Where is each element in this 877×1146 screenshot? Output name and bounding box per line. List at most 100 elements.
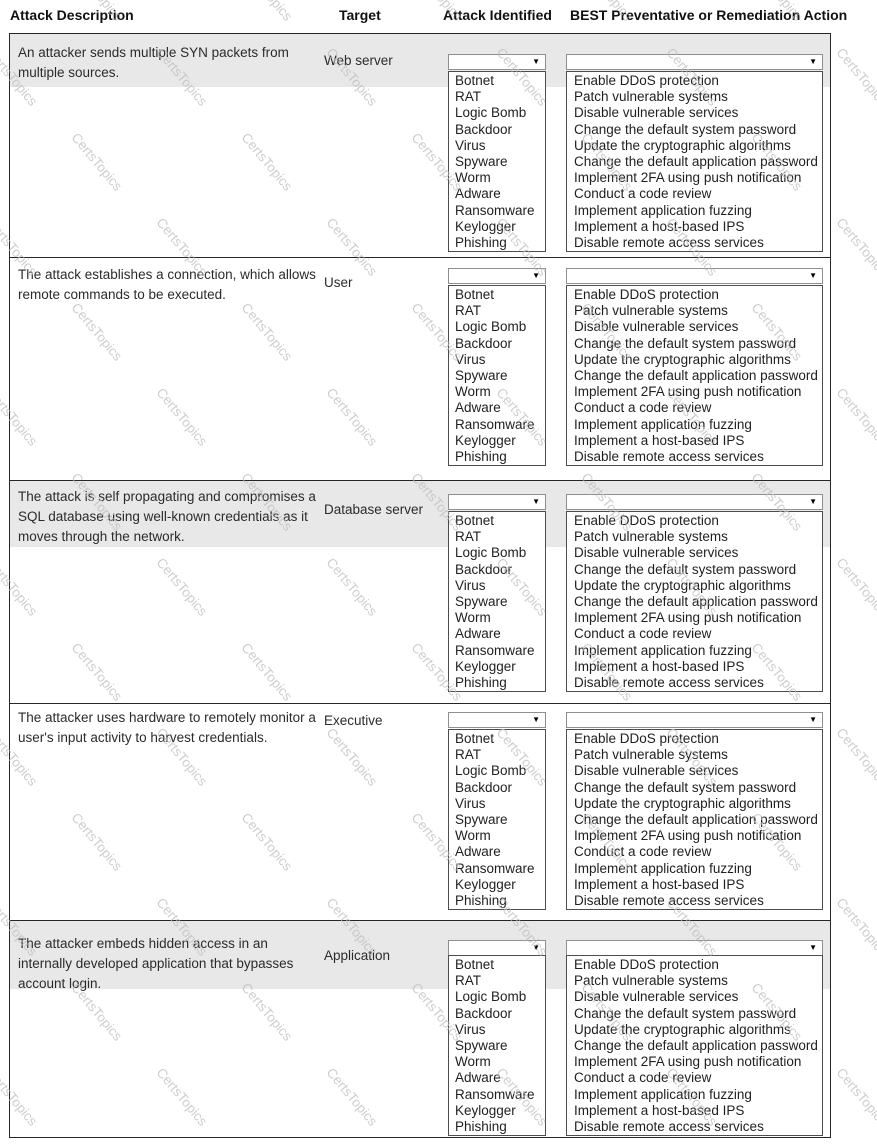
attack-option[interactable]: Virus [455, 137, 486, 153]
remediation-option[interactable]: Disable remote access services [574, 234, 764, 250]
remediation-option[interactable]: Implement application fuzzing [574, 1086, 752, 1102]
remediation-option[interactable]: Update the cryptographic algorithms [574, 1021, 791, 1037]
remediation-option[interactable]: Implement 2FA using push notification [574, 384, 802, 400]
attack-option[interactable]: Logic Bomb [455, 319, 527, 335]
attack-option[interactable]: RAT [455, 529, 481, 545]
attack-option[interactable]: Keylogger [455, 876, 516, 892]
attack-option[interactable]: RAT [455, 303, 481, 319]
remediation-option[interactable]: Implement 2FA using push notification [574, 170, 802, 186]
remediation-option[interactable]: Disable vulnerable services [574, 763, 739, 779]
attack-option[interactable]: RAT [455, 973, 481, 989]
attack-option[interactable]: Logic Bomb [455, 989, 527, 1005]
attack-option[interactable]: Virus [455, 577, 486, 593]
remediation-option[interactable]: Change the default application password [574, 367, 818, 383]
attack-option[interactable]: Worm [455, 828, 491, 844]
attack-option[interactable]: Phishing [455, 892, 507, 908]
attack-identified-dropdown[interactable]: ▼ [448, 268, 546, 284]
attack-option[interactable]: Botnet [455, 513, 495, 528]
attack-option[interactable]: Botnet [455, 957, 495, 972]
remediation-option[interactable]: Patch vulnerable systems [574, 529, 728, 545]
remediation-option[interactable]: Change the default system password [574, 335, 797, 351]
attack-option[interactable]: Backdoor [455, 1005, 513, 1021]
remediation-option[interactable]: Update the cryptographic algorithms [574, 795, 791, 811]
attack-identified-dropdown[interactable]: ▼ [448, 712, 546, 728]
remediation-dropdown[interactable]: ▼ [566, 712, 823, 728]
attack-option[interactable]: Ransomware [455, 642, 535, 658]
attack-option[interactable]: Adware [455, 844, 501, 860]
remediation-option[interactable]: Enable DDoS protection [574, 513, 719, 528]
remediation-option[interactable]: Conduct a code review [574, 186, 712, 202]
remediation-option[interactable]: Update the cryptographic algorithms [574, 137, 791, 153]
attack-option[interactable]: Keylogger [455, 432, 516, 448]
remediation-option[interactable]: Enable DDoS protection [574, 73, 719, 88]
remediation-option[interactable]: Implement a host-based IPS [574, 1102, 745, 1118]
remediation-option[interactable]: Change the default system password [574, 1005, 797, 1021]
attack-option[interactable]: Adware [455, 626, 501, 642]
attack-option[interactable]: Phishing [455, 234, 507, 250]
remediation-option[interactable]: Change the default system password [574, 561, 797, 577]
attack-option[interactable]: Ransomware [455, 416, 535, 432]
remediation-option[interactable]: Implement a host-based IPS [574, 432, 745, 448]
attack-option[interactable]: Spyware [455, 1037, 508, 1053]
attack-option[interactable]: Worm [455, 1054, 491, 1070]
remediation-option[interactable]: Conduct a code review [574, 844, 712, 860]
remediation-option[interactable]: Change the default application password [574, 153, 818, 169]
remediation-option[interactable]: Enable DDoS protection [574, 957, 719, 972]
remediation-option[interactable]: Disable remote access services [574, 448, 764, 464]
attack-option[interactable]: Botnet [455, 73, 495, 88]
attack-option[interactable]: Botnet [455, 287, 495, 302]
attack-identified-dropdown[interactable]: ▼ [448, 940, 546, 956]
attack-option[interactable]: Virus [455, 1021, 486, 1037]
attack-option[interactable]: Backdoor [455, 335, 513, 351]
remediation-option[interactable]: Patch vulnerable systems [574, 747, 728, 763]
attack-option[interactable]: Worm [455, 170, 491, 186]
remediation-option[interactable]: Implement a host-based IPS [574, 658, 745, 674]
attack-option[interactable]: Spyware [455, 811, 508, 827]
remediation-option[interactable]: Patch vulnerable systems [574, 973, 728, 989]
remediation-option[interactable]: Disable remote access services [574, 674, 764, 690]
remediation-option[interactable]: Disable vulnerable services [574, 105, 739, 121]
remediation-option[interactable]: Implement a host-based IPS [574, 218, 745, 234]
remediation-option[interactable]: Disable remote access services [574, 1118, 764, 1134]
attack-option[interactable]: Spyware [455, 367, 508, 383]
attack-option[interactable]: Virus [455, 351, 486, 367]
remediation-option[interactable]: Patch vulnerable systems [574, 303, 728, 319]
attack-option[interactable]: Spyware [455, 153, 508, 169]
attack-option[interactable]: Phishing [455, 674, 507, 690]
remediation-option[interactable]: Change the default application password [574, 593, 818, 609]
attack-option[interactable]: Adware [455, 186, 501, 202]
remediation-dropdown[interactable]: ▼ [566, 54, 823, 70]
attack-option[interactable]: Logic Bomb [455, 105, 527, 121]
attack-option[interactable]: Virus [455, 795, 486, 811]
remediation-option[interactable]: Implement 2FA using push notification [574, 610, 802, 626]
attack-option[interactable]: Keylogger [455, 218, 516, 234]
remediation-option[interactable]: Implement 2FA using push notification [574, 828, 802, 844]
remediation-option[interactable]: Implement a host-based IPS [574, 876, 745, 892]
attack-identified-dropdown[interactable]: ▼ [448, 54, 546, 70]
attack-option[interactable]: Logic Bomb [455, 763, 527, 779]
attack-option[interactable]: Ransomware [455, 860, 535, 876]
remediation-option[interactable]: Disable vulnerable services [574, 319, 739, 335]
remediation-option[interactable]: Conduct a code review [574, 400, 712, 416]
attack-option[interactable]: Spyware [455, 593, 508, 609]
remediation-dropdown[interactable]: ▼ [566, 940, 823, 956]
remediation-option[interactable]: Patch vulnerable systems [574, 89, 728, 105]
attack-option[interactable]: RAT [455, 747, 481, 763]
attack-option[interactable]: Backdoor [455, 561, 513, 577]
remediation-option[interactable]: Implement application fuzzing [574, 642, 752, 658]
attack-identified-dropdown[interactable]: ▼ [448, 494, 546, 510]
remediation-dropdown[interactable]: ▼ [566, 494, 823, 510]
attack-option[interactable]: Adware [455, 400, 501, 416]
remediation-option[interactable]: Enable DDoS protection [574, 287, 719, 302]
remediation-option[interactable]: Change the default system password [574, 121, 797, 137]
remediation-option[interactable]: Disable vulnerable services [574, 545, 739, 561]
attack-option[interactable]: Phishing [455, 448, 507, 464]
remediation-option[interactable]: Update the cryptographic algorithms [574, 577, 791, 593]
remediation-option[interactable]: Update the cryptographic algorithms [574, 351, 791, 367]
remediation-dropdown[interactable]: ▼ [566, 268, 823, 284]
attack-option[interactable]: Adware [455, 1070, 501, 1086]
remediation-option[interactable]: Change the default system password [574, 779, 797, 795]
attack-option[interactable]: Logic Bomb [455, 545, 527, 561]
attack-option[interactable]: RAT [455, 89, 481, 105]
attack-option[interactable]: Worm [455, 610, 491, 626]
